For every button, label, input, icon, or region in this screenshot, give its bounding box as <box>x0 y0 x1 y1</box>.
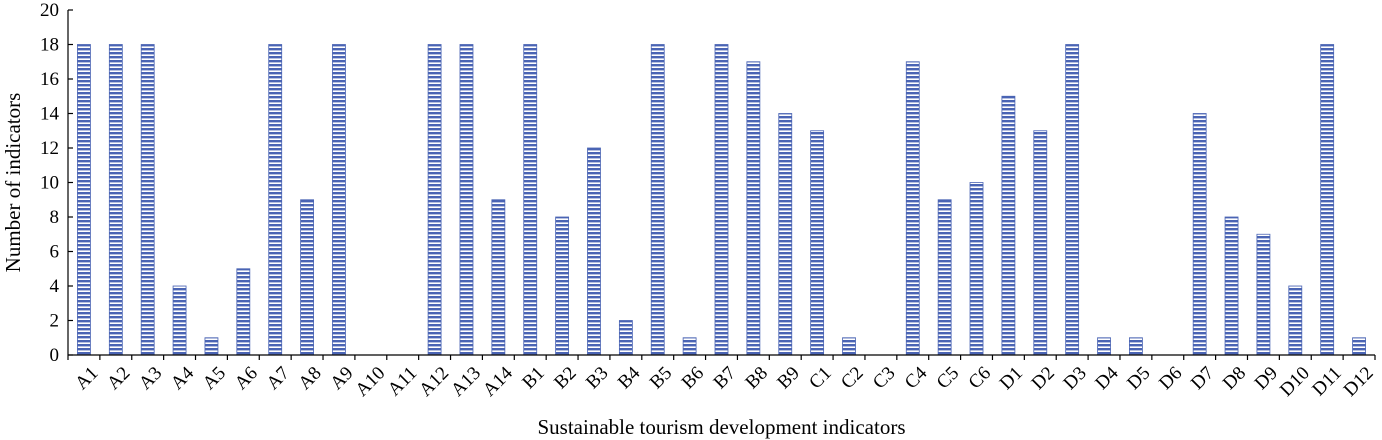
bar-A9 <box>332 44 346 356</box>
x-tick-label-A1: A1 <box>71 363 102 394</box>
x-tick-label-D12: D12 <box>1340 363 1378 401</box>
bar-A3 <box>140 44 155 356</box>
bar-C1 <box>810 130 825 356</box>
x-tick-label-A10: A10 <box>351 363 389 401</box>
x-tick-label-B8: B8 <box>741 363 772 394</box>
bar-D1 <box>1001 95 1016 356</box>
bar-B6 <box>682 337 697 356</box>
bar-B2 <box>555 216 570 356</box>
x-tick-label-D11: D11 <box>1308 363 1345 400</box>
bar-D2 <box>1033 130 1048 356</box>
x-tick-label-A13: A13 <box>447 363 485 401</box>
x-tick-label-A7: A7 <box>263 363 294 394</box>
bar-B7 <box>714 44 729 356</box>
y-tick-label: 8 <box>50 207 60 228</box>
bar-C2 <box>842 337 856 356</box>
y-tick-label: 14 <box>40 104 60 125</box>
y-tick-label: 16 <box>40 69 59 90</box>
x-tick-label-B6: B6 <box>678 363 709 394</box>
x-tick-label-D7: D7 <box>1187 363 1218 394</box>
x-tick-label-D9: D9 <box>1251 363 1282 394</box>
bar-D9 <box>1256 233 1271 356</box>
bar-D11 <box>1320 44 1335 356</box>
y-tick-label: 0 <box>50 345 60 366</box>
x-tick-label-D2: D2 <box>1028 363 1059 394</box>
bar-A4 <box>172 285 187 356</box>
y-ticks: 0 2 4 6 8 10 12 14 16 18 20 <box>40 0 73 366</box>
x-tick-label-B2: B2 <box>550 363 581 394</box>
x-tick-label-A9: A9 <box>326 363 357 394</box>
x-tick-label-C2: C2 <box>837 363 868 394</box>
x-tick-label-D3: D3 <box>1059 363 1090 394</box>
y-tick-label: 2 <box>50 311 60 332</box>
bar-C6 <box>969 182 984 356</box>
bar-B9 <box>778 113 793 356</box>
x-tick-label-D10: D10 <box>1276 363 1314 401</box>
bar-B5 <box>650 44 665 356</box>
bar-B4 <box>618 320 633 356</box>
bar-A7 <box>268 44 283 356</box>
bar-A1 <box>77 44 91 356</box>
x-tick-label-C5: C5 <box>933 363 964 394</box>
bar-D7 <box>1192 113 1207 356</box>
x-tick-label-D6: D6 <box>1155 363 1186 394</box>
x-tick-label-A3: A3 <box>135 363 166 394</box>
bar-B3 <box>587 147 601 356</box>
x-tick-label-A2: A2 <box>103 363 134 394</box>
bar-C5 <box>937 199 952 356</box>
x-tick-label-A4: A4 <box>167 362 199 394</box>
y-tick-label: 12 <box>40 138 59 159</box>
y-tick-label: 10 <box>40 173 59 194</box>
x-axis-label: Sustainable tourism development indicato… <box>537 415 905 439</box>
bar-D3 <box>1065 44 1080 356</box>
y-tick-label: 20 <box>40 0 59 21</box>
bar-D4 <box>1097 337 1111 356</box>
x-tick-label-A12: A12 <box>415 363 453 401</box>
y-tick-label: 6 <box>50 242 60 263</box>
bar-A5 <box>204 337 219 356</box>
x-tick-label-D8: D8 <box>1219 363 1250 394</box>
x-tick-label-A6: A6 <box>231 363 262 394</box>
y-tick-label: 18 <box>40 35 59 56</box>
x-tick-label-C1: C1 <box>805 363 836 394</box>
y-tick-label: 4 <box>50 276 60 297</box>
x-tick-label-A8: A8 <box>294 363 325 394</box>
x-tick-label-A5: A5 <box>199 363 230 394</box>
bar-A2 <box>108 44 123 356</box>
x-tick-label-D1: D1 <box>996 363 1027 394</box>
x-tick-label-C6: C6 <box>965 363 996 394</box>
bars-layer <box>77 44 1366 356</box>
bar-A14 <box>491 199 506 356</box>
x-tick-label-C4: C4 <box>901 362 932 393</box>
x-tick-label-C3: C3 <box>869 363 900 394</box>
x-tick-label-B3: B3 <box>582 363 613 394</box>
x-tick-label-B5: B5 <box>646 363 677 394</box>
bar-A12 <box>427 44 442 356</box>
bar-B8 <box>746 61 761 356</box>
x-tick-label-D5: D5 <box>1123 363 1154 394</box>
x-tick-label-A11: A11 <box>384 363 421 400</box>
x-tick-label-A14: A14 <box>479 362 517 400</box>
bar-A6 <box>236 268 251 356</box>
bar-D5 <box>1129 337 1143 356</box>
bar-D10 <box>1288 285 1303 356</box>
x-tick-label-D4: D4 <box>1091 362 1123 394</box>
x-tick-label-B9: B9 <box>773 363 804 394</box>
bar-D12 <box>1352 337 1366 356</box>
bar-B1 <box>523 44 538 356</box>
bar-A13 <box>459 44 474 356</box>
bar-C4 <box>905 61 920 356</box>
x-tick-label-B4: B4 <box>614 362 645 393</box>
y-axis-label: Number of indicators <box>1 93 25 273</box>
bar-D8 <box>1224 216 1239 356</box>
x-tick-label-B1: B1 <box>518 363 549 394</box>
bar-A8 <box>300 199 314 356</box>
x-tick-label-B7: B7 <box>710 363 741 394</box>
